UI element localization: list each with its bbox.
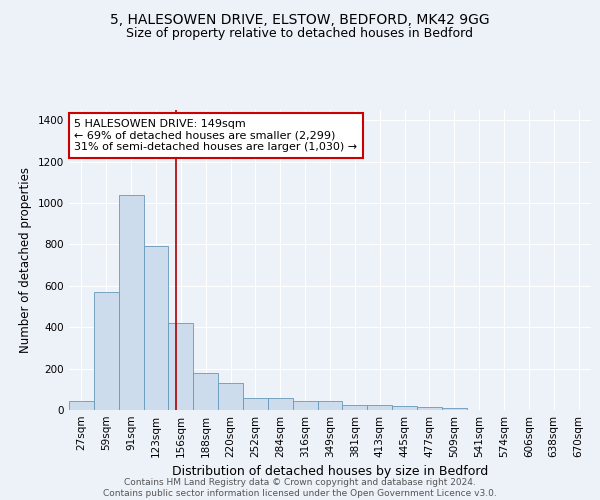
Bar [442, 408, 467, 410]
Text: Contains HM Land Registry data © Crown copyright and database right 2024.
Contai: Contains HM Land Registry data © Crown c… [103, 478, 497, 498]
Text: 5, HALESOWEN DRIVE, ELSTOW, BEDFORD, MK42 9GG: 5, HALESOWEN DRIVE, ELSTOW, BEDFORD, MK4… [110, 12, 490, 26]
Bar [367, 405, 392, 410]
Bar [343, 405, 367, 410]
Bar [243, 398, 268, 410]
Text: Size of property relative to detached houses in Bedford: Size of property relative to detached ho… [127, 28, 473, 40]
Bar [119, 195, 143, 410]
Bar [69, 400, 94, 410]
Y-axis label: Number of detached properties: Number of detached properties [19, 167, 32, 353]
Bar [293, 400, 317, 410]
Bar [268, 398, 293, 410]
Bar [317, 400, 343, 410]
Bar [94, 292, 119, 410]
X-axis label: Distribution of detached houses by size in Bedford: Distribution of detached houses by size … [172, 466, 488, 478]
Bar [392, 406, 417, 410]
Bar [169, 323, 193, 410]
Text: 5 HALESOWEN DRIVE: 149sqm
← 69% of detached houses are smaller (2,299)
31% of se: 5 HALESOWEN DRIVE: 149sqm ← 69% of detac… [74, 119, 358, 152]
Bar [143, 246, 169, 410]
Bar [193, 373, 218, 410]
Bar [218, 383, 243, 410]
Bar [417, 407, 442, 410]
